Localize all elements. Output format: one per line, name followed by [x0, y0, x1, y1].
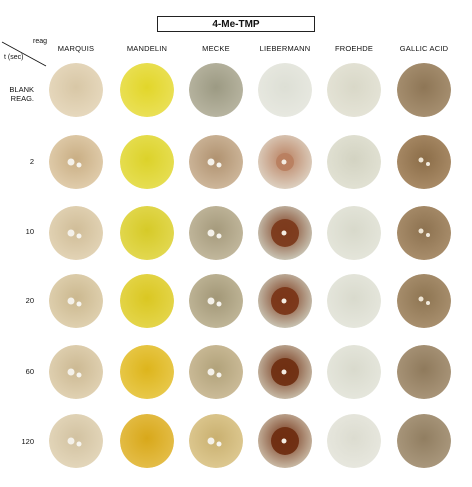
- well-liebermann-120s: [258, 414, 312, 468]
- well-liebermann-20s: [258, 274, 312, 328]
- corner-label-time: t (sec): [4, 54, 24, 61]
- well-liebermann-60s: [258, 345, 312, 399]
- well-mandelin-60s: [120, 345, 174, 399]
- corner-diagonal-divider: [1, 41, 47, 67]
- well-froehde-120s: [327, 414, 381, 468]
- well-marquis-blank: [49, 63, 103, 117]
- column-header-liebermann: LIEBERMANN: [259, 44, 311, 53]
- well-marquis-2s: [49, 135, 103, 189]
- row-label-line: REAG.: [10, 94, 34, 103]
- well-marquis-120s: [49, 414, 103, 468]
- well-mandelin-blank: [120, 63, 174, 117]
- well-mecke-120s: [189, 414, 243, 468]
- column-header-gallic-acid: GALLIC ACID: [399, 44, 449, 53]
- row-label-20s: 20: [26, 296, 34, 305]
- row-label-line: 2: [29, 157, 34, 166]
- well-mandelin-2s: [120, 135, 174, 189]
- row-label-line: 120: [21, 437, 34, 446]
- well-liebermann-2s: [258, 135, 312, 189]
- well-mecke-20s: [189, 274, 243, 328]
- row-label-10s: 10: [26, 227, 34, 236]
- well-froehde-20s: [327, 274, 381, 328]
- well-froehde-2s: [327, 135, 381, 189]
- well-gallic-acid-2s: [397, 135, 451, 189]
- well-mandelin-120s: [120, 414, 174, 468]
- well-gallic-acid-20s: [397, 274, 451, 328]
- well-marquis-20s: [49, 274, 103, 328]
- column-header-mandelin: MANDELIN: [126, 44, 168, 53]
- row-label-2s: 2: [30, 157, 34, 166]
- well-mecke-60s: [189, 345, 243, 399]
- well-mecke-2s: [189, 135, 243, 189]
- well-liebermann-10s: [258, 206, 312, 260]
- well-marquis-60s: [49, 345, 103, 399]
- row-label-blank: BLANK REAG.: [9, 85, 34, 103]
- row-label-120s: 120: [21, 437, 34, 446]
- well-liebermann-blank: [258, 63, 312, 117]
- row-label-60s: 60: [26, 367, 34, 376]
- well-mecke-blank: [189, 63, 243, 117]
- well-gallic-acid-10s: [397, 206, 451, 260]
- well-gallic-acid-60s: [397, 345, 451, 399]
- well-gallic-acid-120s: [397, 414, 451, 468]
- well-froehde-blank: [327, 63, 381, 117]
- well-froehde-10s: [327, 206, 381, 260]
- column-header-marquis: MARQUIS: [57, 44, 95, 53]
- row-label-line: BLANK: [9, 85, 34, 94]
- well-mecke-10s: [189, 206, 243, 260]
- well-gallic-acid-blank: [397, 63, 451, 117]
- well-mandelin-20s: [120, 274, 174, 328]
- figure-title: 4-Me-TMP: [157, 16, 315, 32]
- well-froehde-60s: [327, 345, 381, 399]
- well-mandelin-10s: [120, 206, 174, 260]
- row-label-line: 20: [25, 296, 34, 305]
- row-label-line: 10: [25, 227, 34, 236]
- row-label-line: 60: [25, 367, 34, 376]
- column-header-mecke: MECKE: [202, 44, 230, 53]
- well-marquis-10s: [49, 206, 103, 260]
- column-header-froehde: FROEHDE: [334, 44, 374, 53]
- corner-label-reagent: reag: [33, 38, 48, 45]
